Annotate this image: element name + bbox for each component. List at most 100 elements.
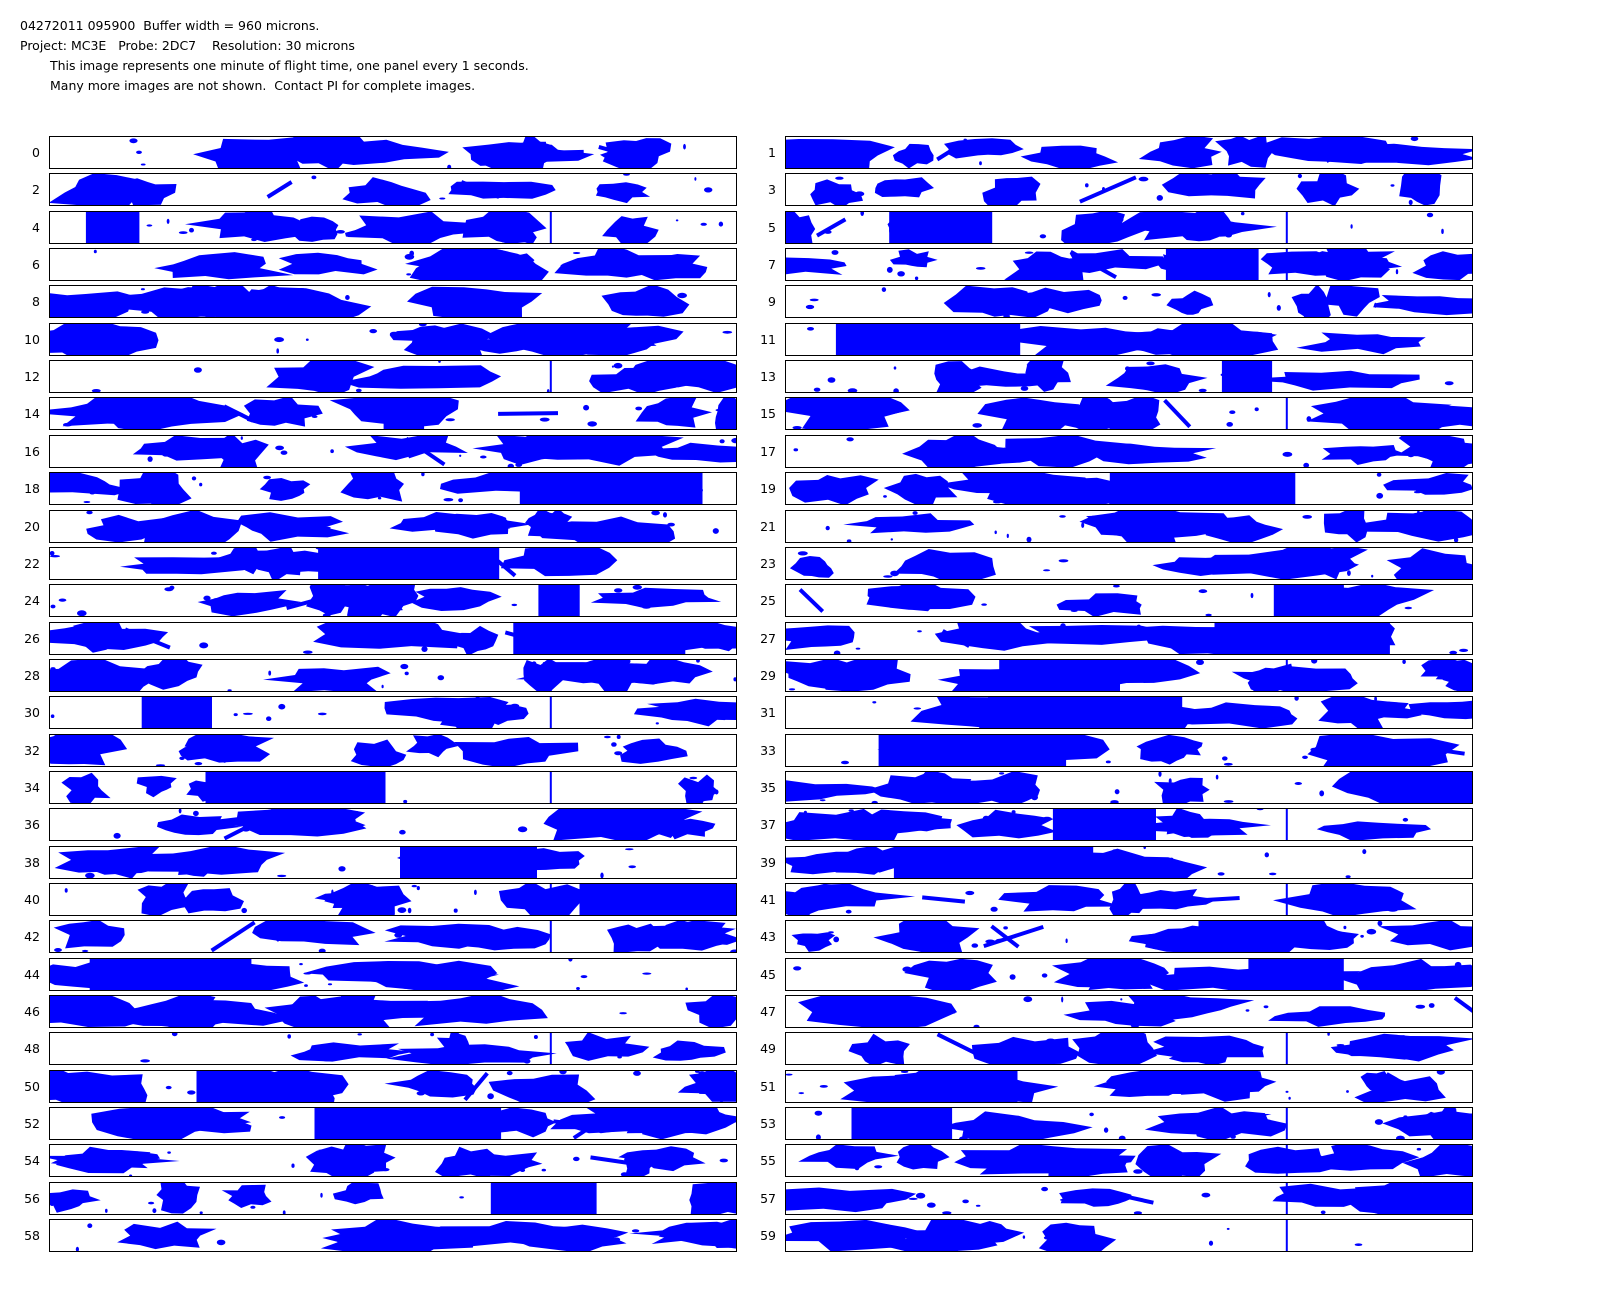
- particle-speck: [320, 1192, 323, 1198]
- particle-speck: [147, 456, 153, 462]
- particle-blob: [341, 585, 403, 616]
- particle-speck: [1058, 559, 1069, 563]
- particle-image-svg: [113, 809, 716, 840]
- particle-speck: [1065, 938, 1068, 944]
- particle-speck: [336, 230, 345, 234]
- particle-blob: [1038, 1222, 1117, 1251]
- particle-speck: [320, 1051, 327, 1055]
- particle-blob: [1356, 511, 1472, 542]
- particle-needle: [484, 742, 515, 759]
- particle-speck: [1362, 789, 1371, 793]
- panel-label: 57: [760, 1191, 776, 1206]
- particle-image-panel: [785, 771, 1473, 804]
- particle-speck: [1089, 1112, 1094, 1117]
- particle-speck: [64, 888, 68, 893]
- particle-speck: [982, 815, 990, 821]
- particle-needle: [266, 180, 293, 199]
- particle-speck: [559, 1071, 567, 1075]
- particle-speck: [970, 1230, 978, 1236]
- particle-speck: [360, 195, 367, 199]
- particle-speck: [1402, 660, 1406, 664]
- particle-speck: [167, 1151, 171, 1154]
- particle-speck: [1415, 1004, 1426, 1009]
- particle-speck: [1035, 261, 1038, 267]
- particle-blob: [550, 1113, 673, 1134]
- particle-speck: [63, 349, 69, 354]
- particle-speck: [972, 423, 982, 428]
- particle-image-panel: [785, 808, 1473, 841]
- particle-speck: [149, 478, 154, 484]
- particle-speck: [696, 660, 700, 663]
- particle-solid-section: [196, 1071, 263, 1102]
- panel-label: 49: [760, 1041, 776, 1056]
- particle-speck: [886, 266, 893, 273]
- particle-speck: [1026, 536, 1032, 542]
- particle-image-panel: [49, 397, 737, 430]
- particle-speck: [50, 604, 56, 609]
- panel-label: 50: [24, 1079, 40, 1094]
- particle-speck: [1112, 849, 1118, 853]
- particle-speck: [846, 539, 852, 542]
- panel-label: 56: [24, 1191, 40, 1206]
- particle-image-svg: [848, 1033, 1472, 1064]
- particle-speck: [457, 963, 467, 967]
- particle-speck: [912, 1151, 916, 1156]
- particle-speck: [868, 678, 873, 682]
- particle-solid-section: [318, 548, 500, 579]
- particle-blob: [340, 473, 404, 502]
- particle-speck: [613, 1237, 621, 1242]
- particle-speck: [603, 450, 612, 453]
- particle-blob: [602, 216, 659, 243]
- particle-speck: [1245, 1009, 1250, 1012]
- particle-blob: [786, 625, 855, 650]
- particle-blob: [1316, 1145, 1420, 1171]
- particle-speck: [1351, 641, 1359, 646]
- particle-speck: [421, 646, 428, 652]
- particle-blob: [786, 1187, 917, 1213]
- particle-speck: [616, 735, 621, 739]
- particle-needle: [223, 404, 254, 423]
- particle-needle: [1325, 142, 1363, 163]
- particle-speck: [404, 253, 415, 260]
- particle-speck: [848, 809, 854, 812]
- particle-speck: [1075, 972, 1081, 977]
- particle-speck: [961, 442, 969, 449]
- particle-speck: [625, 848, 634, 851]
- particle-needle: [572, 1108, 619, 1139]
- particle-blob: [407, 286, 543, 317]
- particle-speck: [835, 176, 844, 180]
- particle-speck: [1043, 1235, 1052, 1240]
- particle-speck: [232, 140, 241, 143]
- particle-blob: [1179, 212, 1234, 242]
- particle-blob: [193, 137, 322, 168]
- particle-blob: [1140, 740, 1188, 765]
- particle-speck: [322, 613, 331, 616]
- particle-needle: [911, 597, 956, 604]
- particle-image-svg: [872, 697, 1472, 728]
- particle-speck: [456, 1165, 466, 1171]
- particle-speck: [598, 1125, 608, 1129]
- particle-speck: [901, 568, 905, 571]
- particle-speck: [241, 826, 251, 832]
- particle-speck: [233, 713, 238, 717]
- particle-image-panel: [49, 734, 737, 767]
- particle-blob: [1402, 1145, 1472, 1176]
- particle-solid-section: [1273, 585, 1344, 616]
- particle-blob: [607, 923, 659, 952]
- particle-speck: [907, 780, 913, 785]
- particle-image-panel: [49, 435, 737, 468]
- particle-needle: [872, 407, 904, 420]
- particle-blob: [633, 705, 736, 727]
- particle-speck: [1396, 1135, 1405, 1139]
- particle-speck: [219, 894, 224, 898]
- particle-speck: [1414, 178, 1424, 184]
- particle-speck: [1269, 872, 1277, 876]
- particle-speck: [696, 1044, 702, 1051]
- particle-speck: [702, 911, 708, 915]
- particle-blob: [1307, 735, 1460, 766]
- particle-speck: [854, 1165, 860, 1171]
- particle-speck: [138, 488, 142, 495]
- particle-needle: [1162, 518, 1213, 535]
- particle-speck: [630, 480, 635, 486]
- particle-blob: [1273, 884, 1417, 915]
